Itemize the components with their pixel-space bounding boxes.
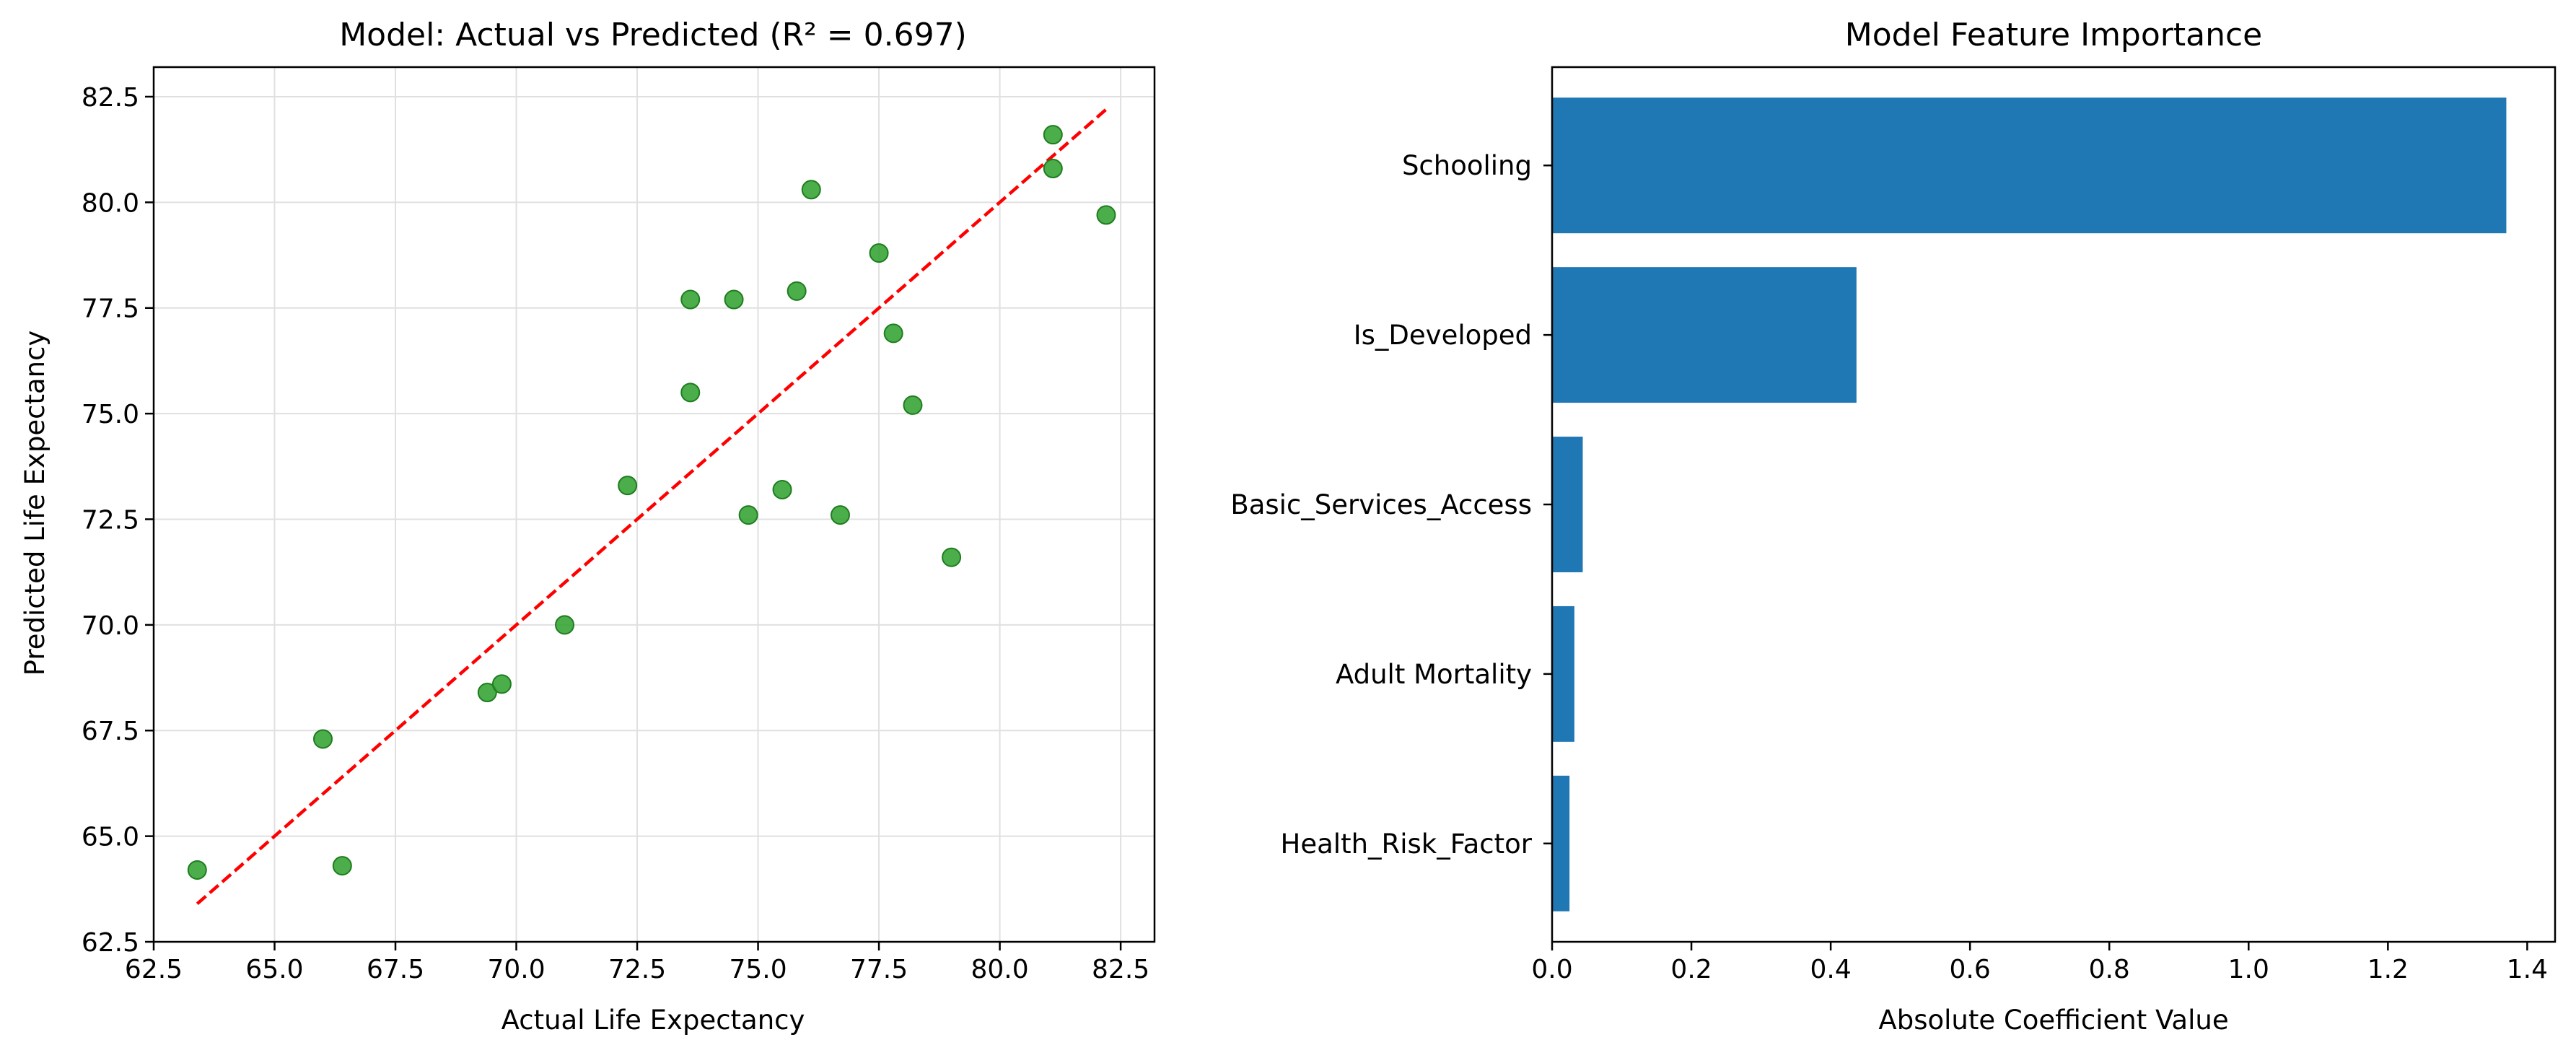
scatter-axes-frame	[152, 66, 1156, 943]
bar-category-label: Adult Mortality	[1336, 659, 1532, 690]
bar-panel: 0.0 0.2 0.4 0.6 0.8 1.0 1.2 1.4 Schooling Is_Dev…	[1230, 17, 2557, 1036]
scatter-x-axis-label: Actual Life Expectancy	[501, 1005, 805, 1036]
scatter-point	[1043, 125, 1063, 145]
bar-category-label: Is_Developed	[1354, 320, 1532, 351]
bar	[1552, 775, 1570, 911]
scatter-title: Model: Actual vs Predicted (R² = 0.697)	[339, 17, 967, 53]
scatter-point	[942, 547, 962, 567]
bar-x-tick-label: 0.4	[1810, 955, 1851, 984]
scatter-point	[869, 243, 889, 263]
bar-category-label: Basic_Services_Access	[1230, 489, 1532, 520]
scatter-point	[738, 505, 758, 525]
scatter-y-tick-label: 62.5	[82, 928, 139, 958]
scatter-y-tick-label: 80.0	[82, 188, 139, 218]
scatter-point	[903, 395, 923, 415]
scatter-y-ticks: 62.5 65.0 67.5 70.0 72.5 75.0 77.5 80.0 82.5	[82, 83, 154, 958]
scatter-point	[787, 281, 807, 301]
bar-x-tick-label: 0.2	[1670, 955, 1712, 984]
scatter-point	[1096, 205, 1116, 225]
scatter-x-tick-label: 80.0	[971, 955, 1029, 984]
bar	[1552, 97, 2507, 234]
scatter-point	[555, 615, 575, 635]
bar-x-tick-label: 1.4	[2507, 955, 2548, 984]
scatter-x-tick-label: 67.5	[367, 955, 424, 984]
scatter-x-tick-label: 72.5	[608, 955, 666, 984]
bar	[1552, 437, 1583, 572]
bar-x-tick-label: 0.0	[1531, 955, 1572, 984]
scatter-y-tick-label: 77.5	[82, 294, 139, 324]
scatter-point	[313, 729, 333, 749]
scatter-x-tick-label: 82.5	[1092, 955, 1149, 984]
scatter-point	[801, 180, 821, 200]
scatter-point	[883, 323, 903, 344]
scatter-y-tick-label: 72.5	[82, 505, 139, 535]
reference-line	[196, 108, 1108, 905]
scatter-point	[491, 674, 512, 694]
bar-category-label: Health_Risk_Factor	[1281, 829, 1533, 860]
scatter-points	[187, 125, 1116, 880]
scatter-x-tick-label: 65.0	[245, 955, 303, 984]
scatter-y-tick-label: 65.0	[82, 823, 139, 852]
bar-x-tick-label: 0.8	[2089, 955, 2130, 984]
bar-x-tick-label: 1.2	[2367, 955, 2409, 984]
scatter-point	[772, 480, 792, 500]
bar-title: Model Feature Importance	[1845, 17, 2263, 53]
scatter-x-tick-label: 75.0	[729, 955, 787, 984]
scatter-y-tick-label: 82.5	[82, 83, 139, 113]
bar	[1552, 267, 1857, 403]
scatter-y-tick-label: 70.0	[82, 611, 139, 641]
bar	[1552, 605, 1574, 742]
scatter-y-tick-label: 67.5	[82, 717, 139, 746]
scatter-point	[1043, 159, 1063, 179]
scatter-panel: 62.5 65.0 67.5 70.0 72.5 75.0 77.5 80.0 82.5 62.…	[19, 17, 1156, 1036]
scatter-x-ticks: 62.5 65.0 67.5 70.0 72.5 75.0 77.5 80.0 82.5	[125, 942, 1149, 984]
scatter-x-tick-label: 77.5	[850, 955, 908, 984]
scatter-point	[680, 382, 701, 403]
bar-x-axis-label: Absolute Coefficient Value	[1878, 1005, 2228, 1036]
scatter-point	[477, 683, 497, 703]
bar-x-tick-label: 0.6	[1950, 955, 1991, 984]
scatter-point	[618, 476, 638, 496]
bar-x-ticks: 0.0 0.2 0.4 0.6 0.8 1.0 1.2 1.4	[1531, 942, 2548, 984]
bar-x-tick-label: 1.0	[2228, 955, 2269, 984]
scatter-point	[332, 856, 352, 876]
scatter-y-axis-label: Predicted Life Expectancy	[19, 331, 51, 676]
bar-category-label: Schooling	[1402, 150, 1532, 181]
scatter-x-tick-label: 70.0	[487, 955, 545, 984]
scatter-x-tick-label: 62.5	[125, 955, 183, 984]
bar-category-labels: Schooling Is_Developed Basic_Services_Acce…	[1230, 150, 1552, 860]
scatter-point	[830, 505, 850, 525]
scatter-y-tick-label: 75.0	[82, 400, 139, 429]
scatter-point	[680, 289, 701, 310]
bar-series	[1552, 97, 2507, 911]
scatter-point	[187, 860, 207, 880]
scatter-point	[724, 289, 744, 310]
